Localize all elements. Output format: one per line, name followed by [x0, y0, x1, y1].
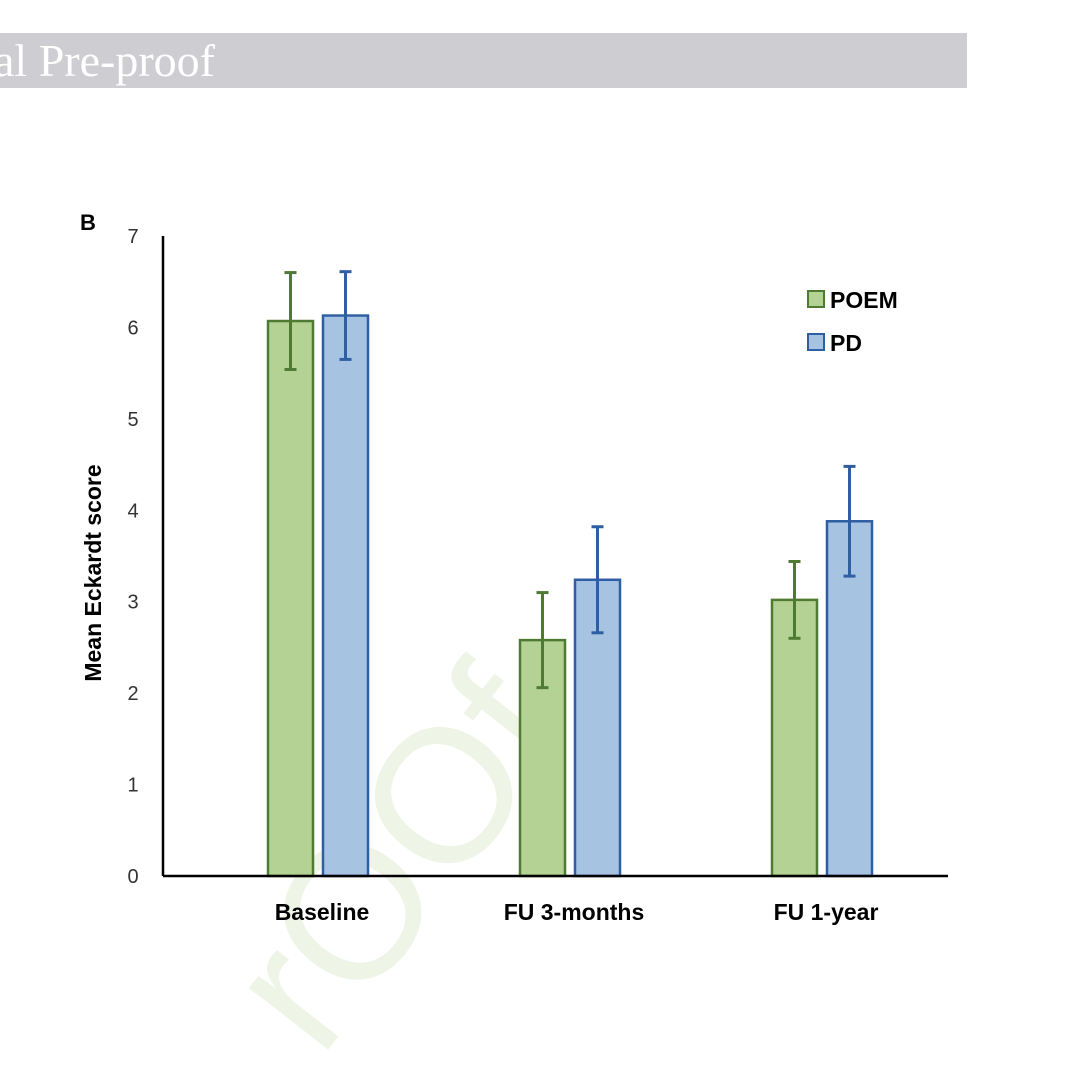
- error-bar-poem-2: [788, 559, 801, 640]
- error-bar-pd-0: [339, 270, 352, 361]
- y-tick-label: 0: [127, 866, 138, 888]
- banner-text: al Pre-proof: [0, 35, 215, 86]
- x-category-label: FU 1-year: [774, 899, 879, 925]
- y-tick-label: 4: [127, 500, 138, 522]
- legend-label-poem: POEM: [830, 287, 898, 313]
- error-bar-pd-1: [591, 525, 604, 635]
- legend: POEM PD: [807, 287, 898, 356]
- x-category-label: Baseline: [275, 899, 370, 925]
- y-tick-label: 2: [127, 683, 138, 705]
- y-tick-label: 6: [127, 317, 138, 339]
- y-axis-title: Mean Eckardt score: [80, 464, 106, 681]
- y-tick-label: 3: [127, 592, 138, 614]
- error-bar-pd-2: [843, 464, 856, 578]
- y-tick-label: 5: [127, 409, 138, 431]
- bars-layer: [266, 270, 874, 878]
- legend-label-pd: PD: [830, 330, 862, 356]
- legend-swatch-poem: [807, 290, 825, 308]
- axes-layer: 0 1 2 3 4 5 6 7 Baseline FU 3-months FU 1-year: [127, 226, 948, 925]
- pre-proof-banner: al Pre-proof: [0, 33, 967, 88]
- x-category-label: FU 3-months: [504, 899, 645, 925]
- bar-poem-0: [266, 319, 315, 878]
- y-tick-label: 1: [127, 775, 138, 797]
- bar-pd-0: [321, 314, 370, 878]
- error-bar-poem-0: [284, 271, 297, 371]
- bar-pd-2: [825, 520, 874, 878]
- panel-letter: B: [80, 210, 96, 235]
- bar-poem-2: [770, 598, 819, 878]
- error-bar-poem-1: [536, 591, 549, 690]
- y-tick-label: 7: [127, 226, 138, 248]
- legend-swatch-pd: [807, 333, 825, 351]
